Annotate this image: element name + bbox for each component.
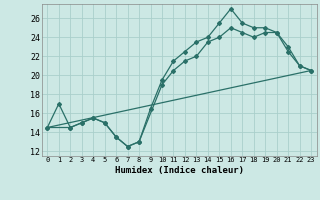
- X-axis label: Humidex (Indice chaleur): Humidex (Indice chaleur): [115, 166, 244, 175]
